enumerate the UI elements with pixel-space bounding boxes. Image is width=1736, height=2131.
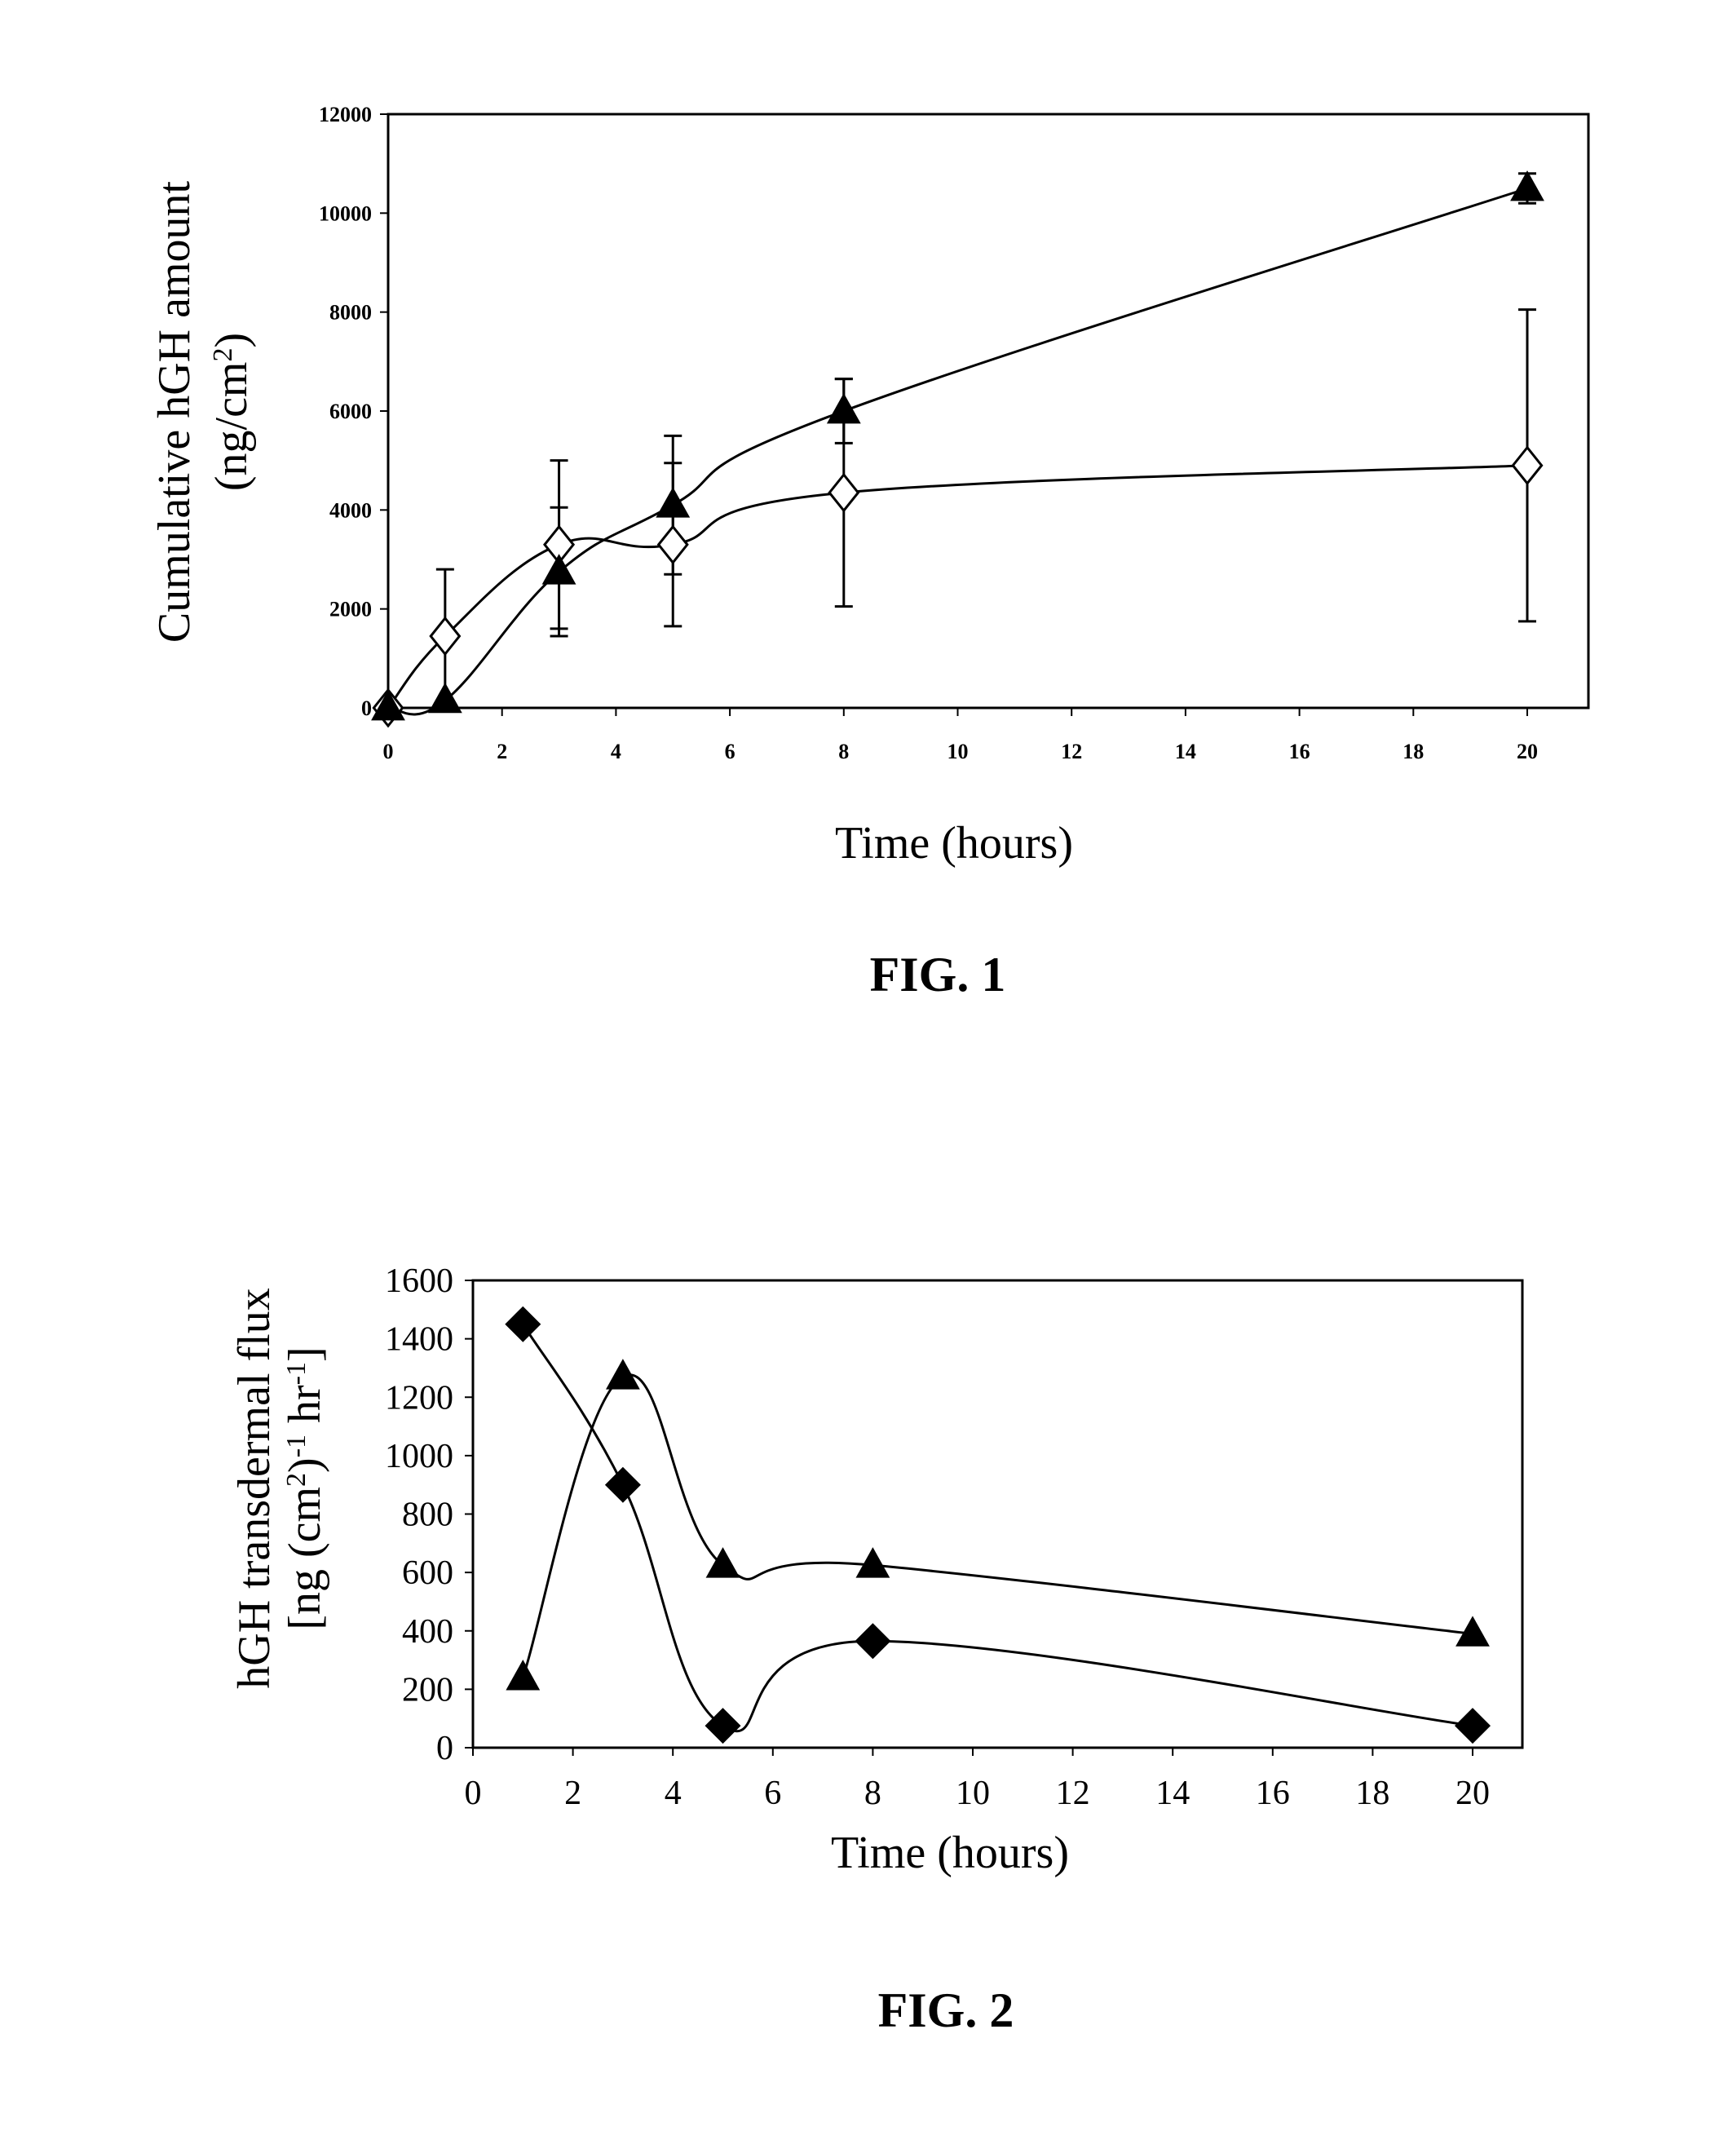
- series-1-point: [829, 475, 858, 511]
- y-tick-label: 10000: [319, 201, 372, 225]
- x-tick-label: 10: [948, 740, 969, 763]
- fig2-x-axis-title: Time (hours): [831, 1828, 1069, 1878]
- series-1-point: [659, 527, 687, 563]
- x-tick-label: 20: [1517, 740, 1538, 763]
- series-2-point: [428, 683, 462, 713]
- x-tick-label: 14: [1155, 1775, 1190, 1812]
- fig1-y-axis-title-line2: (ng/cm2): [206, 333, 257, 491]
- y-tick-label: 400: [402, 1613, 453, 1651]
- series-2-point: [506, 1660, 540, 1690]
- series-2-point: [606, 1359, 640, 1389]
- x-tick-label: 20: [1456, 1775, 1490, 1812]
- series-1-point: [855, 1623, 890, 1659]
- y-tick-label: 4000: [329, 498, 372, 522]
- fig2-y-axis-title: hGH transdermal flux [ng (cm2)-1 hr-1]: [229, 1288, 330, 1688]
- x-tick-label: 18: [1355, 1775, 1389, 1812]
- series-1-line: [523, 1324, 1473, 1731]
- series-2-point: [542, 554, 576, 584]
- x-tick-label: 8: [864, 1775, 881, 1812]
- fig2-data-marks: [505, 1306, 1491, 1744]
- y-tick-label: 0: [436, 1730, 453, 1767]
- series-1-point: [1455, 1708, 1491, 1744]
- fig1-y-axis-title: Cumulative hGH amount (ng/cm2): [149, 180, 257, 643]
- x-tick-label: 16: [1289, 740, 1310, 763]
- x-tick-label: 10: [956, 1775, 990, 1812]
- y-tick-label: 1600: [385, 1262, 453, 1300]
- fig2-plot-frame: [473, 1280, 1522, 1748]
- y-tick-label: 1000: [385, 1438, 453, 1475]
- x-tick-label: 0: [383, 740, 394, 763]
- y-tick-label: 600: [402, 1554, 453, 1592]
- fig2-tick-labels: 0246810121416182002004006008001000120014…: [385, 1262, 1490, 1812]
- series-1-point: [431, 618, 459, 654]
- y-tick-label: 1400: [385, 1321, 453, 1359]
- series-2-line: [523, 1375, 1473, 1678]
- x-tick-label: 2: [564, 1775, 581, 1812]
- x-tick-label: 18: [1402, 740, 1424, 763]
- x-tick-label: 6: [725, 740, 735, 763]
- y-tick-label: 6000: [329, 400, 372, 423]
- x-tick-label: 2: [497, 740, 507, 763]
- y-tick-label: 800: [402, 1497, 453, 1534]
- series-1-point: [1513, 448, 1541, 484]
- series-1-point: [505, 1306, 541, 1342]
- y-tick-label: 1200: [385, 1379, 453, 1417]
- fig1-chart: 0 2 4 6 8 10 12 14 16 18 20 0 2000 4000 6000 8000 10000 1…: [149, 103, 1588, 1001]
- series-2-point: [856, 1547, 890, 1577]
- x-tick-label: 12: [1061, 740, 1082, 763]
- fig2-y-axis-title-line1: hGH transdermal flux: [229, 1288, 280, 1688]
- series-1-point: [605, 1467, 641, 1503]
- y-tick-label: 2000: [329, 598, 372, 621]
- fig1-plot-frame: [388, 114, 1588, 708]
- x-tick-label: 8: [838, 740, 849, 763]
- series-2-point: [1456, 1616, 1490, 1646]
- series-2-point: [1510, 170, 1544, 201]
- x-tick-label: 4: [665, 1775, 682, 1812]
- y-tick-label: 0: [361, 696, 372, 720]
- fig1-label: FIG. 1: [870, 948, 1006, 1001]
- fig1-data-marks: [371, 170, 1544, 726]
- series-2-point: [827, 393, 861, 423]
- y-tick-label: 200: [402, 1671, 453, 1709]
- y-tick-label: 12000: [319, 103, 372, 126]
- y-tick-label: 8000: [329, 301, 372, 325]
- x-tick-label: 6: [764, 1775, 781, 1812]
- fig1-y-axis-title-line1: Cumulative hGH amount: [149, 180, 200, 643]
- fig2-series-lines: [523, 1324, 1473, 1731]
- fig2-y-axis-title-line2: [ng (cm2)-1 hr-1]: [280, 1346, 330, 1629]
- figure-canvas: 0246810121416182002000400060008000100001…: [0, 0, 1736, 2131]
- x-tick-label: 14: [1175, 740, 1196, 763]
- x-tick-label: 12: [1056, 1775, 1090, 1812]
- series-2-point: [656, 487, 690, 517]
- fig2-chart: 0246810121416182002004006008001000120014…: [229, 1262, 1522, 2037]
- x-tick-label: 16: [1256, 1775, 1290, 1812]
- x-tick-label: 4: [611, 740, 621, 763]
- x-tick-label: 0: [465, 1775, 482, 1812]
- fig1-series-lines: [388, 174, 1536, 714]
- fig1-x-axis-title: Time (hours): [835, 818, 1073, 869]
- fig2-label: FIG. 2: [878, 1983, 1014, 2037]
- fig1-tick-labels: 0 2 4 6 8 10 12 14 16 18 20 0 2000 4000 6000 8000 10000 1…: [319, 103, 1538, 763]
